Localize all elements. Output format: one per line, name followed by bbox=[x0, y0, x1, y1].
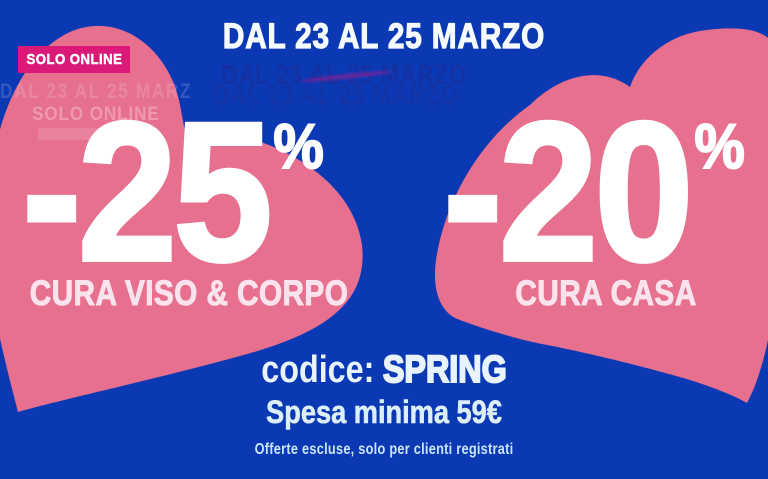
category-label: CURA VISO & CORPO bbox=[29, 274, 349, 313]
discount-row: -25 % bbox=[17, 81, 328, 302]
badge-label: SOLO ONLINE bbox=[26, 51, 122, 68]
percent-sign: % bbox=[273, 112, 325, 182]
discount-value: -25 bbox=[20, 81, 274, 302]
category-label: CURA CASA bbox=[515, 274, 697, 313]
heart-shape-left bbox=[0, 25, 363, 412]
promo-title: DAL 23 AL 25 MARZO bbox=[222, 17, 546, 56]
discount-row: -20 % bbox=[438, 81, 749, 302]
code-label: codice: bbox=[261, 349, 375, 391]
min-spend-text: Spesa minima 59€ bbox=[266, 394, 502, 430]
disclaimer-text: Offerte escluse, solo per clienti regist… bbox=[254, 441, 514, 458]
heart-shape-right bbox=[434, 28, 768, 403]
discount-value: -20 bbox=[441, 81, 695, 302]
code-value: SPRING bbox=[382, 349, 508, 391]
promo-code-row: codice: SPRING bbox=[58, 349, 711, 391]
ghost-bar bbox=[38, 128, 156, 140]
solo-online-badge: SOLO ONLINE bbox=[18, 46, 130, 73]
percent-sign: % bbox=[694, 112, 746, 182]
